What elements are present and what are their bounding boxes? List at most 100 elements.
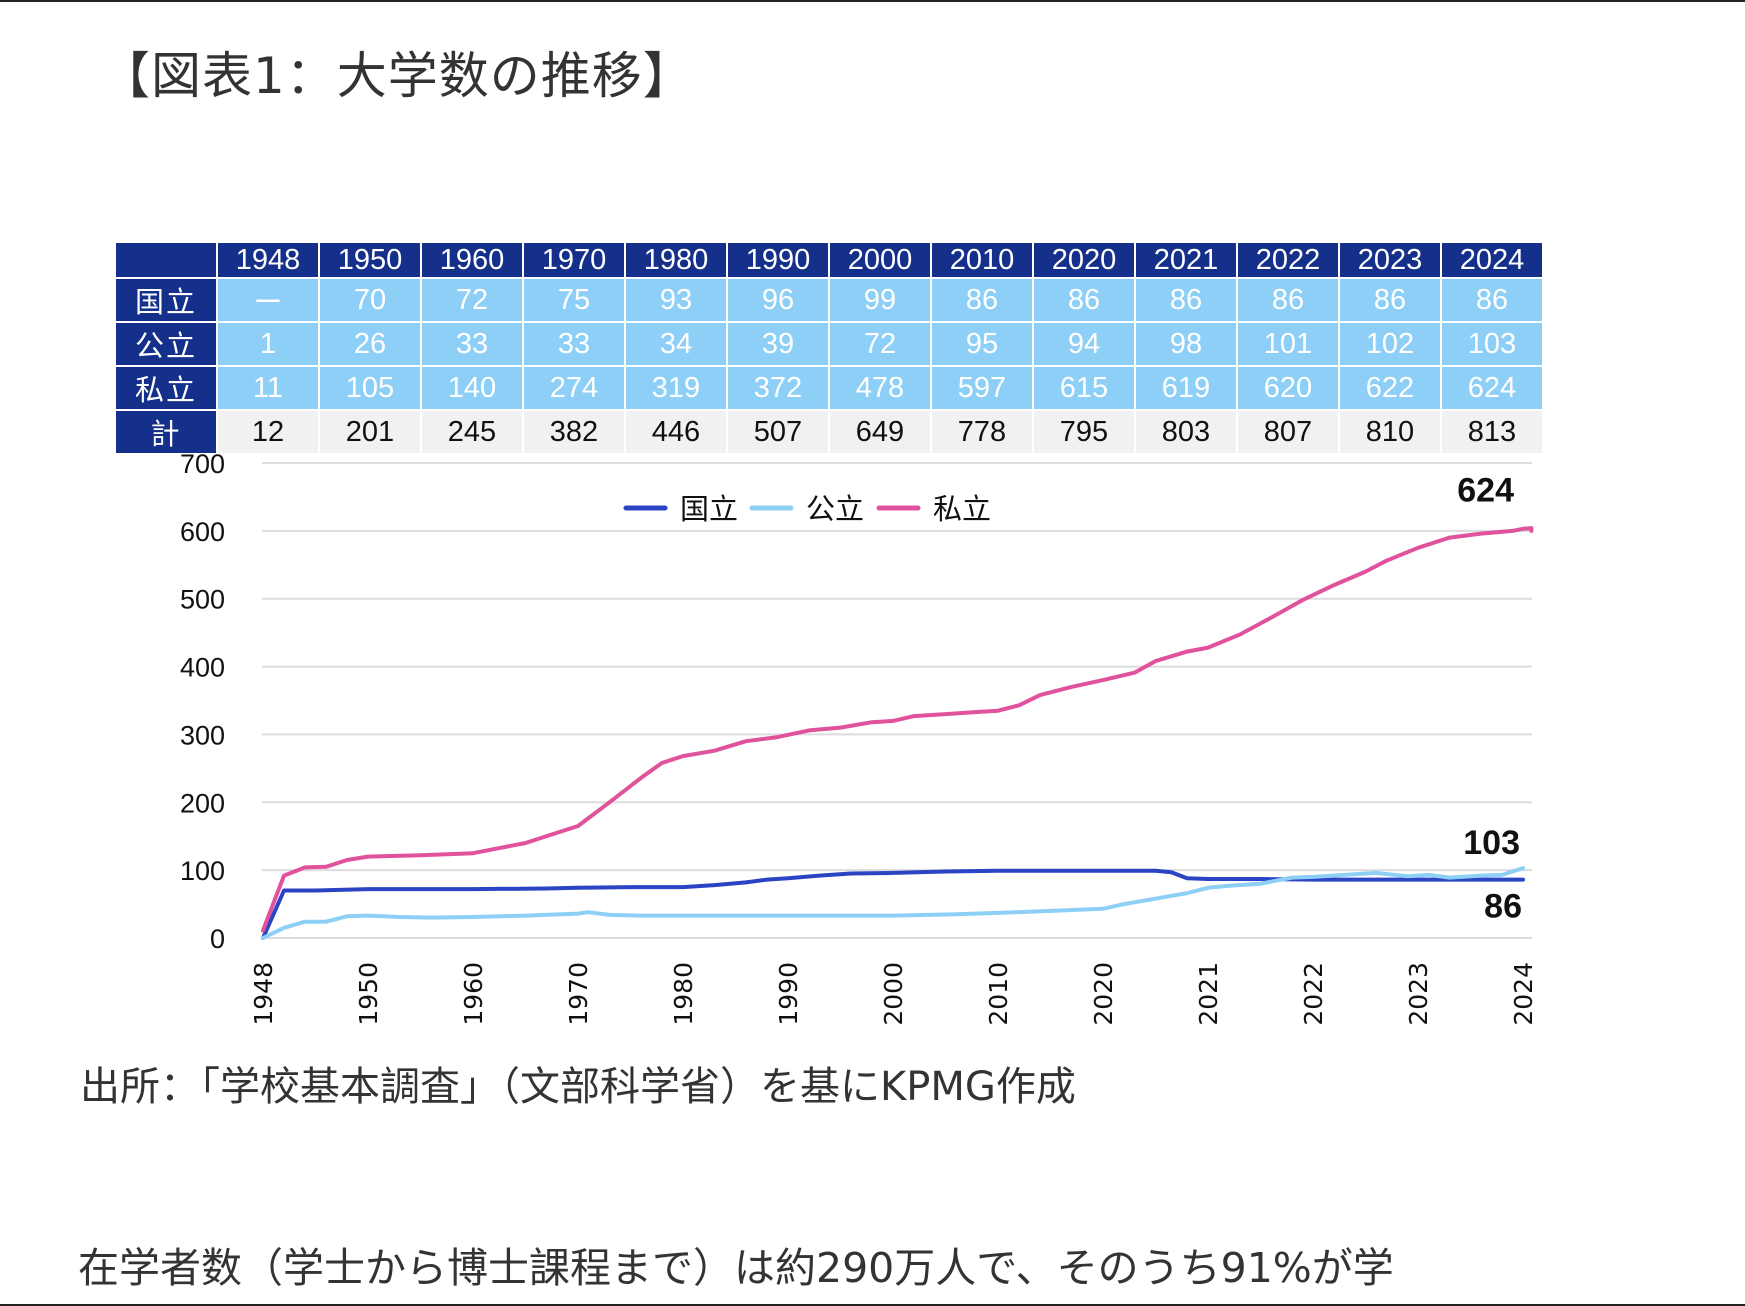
y-tick-label: 0	[210, 924, 225, 954]
table-cell: ー	[216, 277, 320, 323]
table-total-cell: 813	[1440, 409, 1544, 455]
bottom-border	[0, 1304, 1745, 1306]
table-year-header: 1980	[624, 241, 728, 279]
table-year-header: 2021	[1134, 241, 1238, 279]
table-total-cell: 446	[624, 409, 728, 455]
table-total-cell: 810	[1338, 409, 1442, 455]
legend-label: 公立	[806, 492, 864, 526]
x-tick-label: 2000	[879, 962, 908, 1026]
x-tick-label: 1948	[249, 962, 278, 1026]
x-tick-label: 1970	[564, 962, 593, 1026]
y-tick-label: 100	[180, 856, 225, 886]
y-tick-label: 600	[180, 517, 225, 547]
table-cell: 86	[930, 277, 1034, 323]
table-cell: 86	[1440, 277, 1544, 323]
x-tick-label: 1980	[669, 962, 698, 1026]
table-total-cell: 649	[828, 409, 932, 455]
table-year-header: 1960	[420, 241, 524, 279]
table-row-label: 国立	[114, 277, 218, 323]
table-cell: 86	[1236, 277, 1340, 323]
table-year-header: 2024	[1440, 241, 1544, 279]
table-cell: 105	[318, 365, 422, 411]
table-total-cell: 12	[216, 409, 320, 455]
table-row-label: 計	[114, 409, 218, 455]
table-cell: 319	[624, 365, 728, 411]
table-cell: 86	[1338, 277, 1442, 323]
table-row: 私立 11 105 140 274 319 372 478 597 615 619 620 622 624	[114, 365, 1544, 411]
table-cell: 478	[828, 365, 932, 411]
table-cell: 95	[930, 321, 1034, 367]
table-corner-cell	[114, 241, 218, 279]
table-cell: 34	[624, 321, 728, 367]
table-total-cell: 795	[1032, 409, 1136, 455]
table-year-header: 1948	[216, 241, 320, 279]
figure-title: 【図表1：大学数の推移】	[100, 47, 694, 105]
table-cell: 11	[216, 365, 320, 411]
series-line-0	[261, 868, 1525, 940]
table-cell: 98	[1134, 321, 1238, 367]
table-cell: 75	[522, 277, 626, 323]
line-chart: 0 100 200 300 400 500 600 700 1948 1950 1960 1970 19…	[180, 449, 1538, 1026]
x-tick-label: 2020	[1089, 962, 1118, 1026]
table-cell: 102	[1338, 321, 1442, 367]
legend-label: 国立	[680, 492, 738, 526]
table-total-row: 計 12 201 245 382 446 507 649 778 795 803 807 810 813	[114, 409, 1544, 455]
x-tick-label: 2010	[984, 962, 1013, 1026]
table-cell: 33	[522, 321, 626, 367]
x-tick-label: 2021	[1194, 962, 1223, 1026]
end-value-label: 86	[1484, 888, 1522, 926]
x-tick-label: 1990	[774, 962, 803, 1026]
table-cell: 96	[726, 277, 830, 323]
table-cell: 274	[522, 365, 626, 411]
table-cell: 72	[420, 277, 524, 323]
y-tick-label: 500	[180, 585, 225, 615]
data-table: 1948 1950 1960 1970 1980 1990 2000 2010 2020 2021…	[114, 241, 1544, 455]
table-total-cell: 778	[930, 409, 1034, 455]
table-cell: 33	[420, 321, 524, 367]
end-value-label: 103	[1463, 824, 1520, 862]
table-total-cell: 807	[1236, 409, 1340, 455]
table-year-header: 2000	[828, 241, 932, 279]
x-tick-label: 2023	[1404, 962, 1433, 1026]
table-cell: 101	[1236, 321, 1340, 367]
table-total-cell: 507	[726, 409, 830, 455]
series-line-2	[261, 526, 1534, 933]
table-year-header: 1950	[318, 241, 422, 279]
source-note: 出所：「学校基本調査」（文部科学省）を基にKPMG作成	[80, 1064, 1076, 1110]
table-year-header: 2022	[1236, 241, 1340, 279]
table-cell: 624	[1440, 365, 1544, 411]
table-cell: 597	[930, 365, 1034, 411]
table-header-row: 1948 1950 1960 1970 1980 1990 2000 2010 2020 2021…	[114, 241, 1544, 279]
table-row-label: 私立	[114, 365, 218, 411]
table-row: 国立ー 70 72 75 93 96 99 86 86 86 86 86 86	[114, 277, 1544, 323]
end-value-label: 624	[1457, 472, 1514, 510]
table-total-cell: 201	[318, 409, 422, 455]
table-cell: 39	[726, 321, 830, 367]
table-cell: 94	[1032, 321, 1136, 367]
table-row: 公立 1 26 33 33 34 39 72 95 94 98 101 102 103	[114, 321, 1544, 367]
x-tick-label: 1960	[459, 962, 488, 1026]
table-year-header: 2023	[1338, 241, 1442, 279]
table-cell: 140	[420, 365, 524, 411]
table-cell: 1	[216, 321, 320, 367]
table-total-cell: 803	[1134, 409, 1238, 455]
table-cell: 26	[318, 321, 422, 367]
table-year-header: 2020	[1032, 241, 1136, 279]
table-year-header: 2010	[930, 241, 1034, 279]
table-total-cell: 382	[522, 409, 626, 455]
table-cell: 70	[318, 277, 422, 323]
y-tick-label: 300	[180, 720, 225, 750]
x-tick-label: 2022	[1299, 962, 1328, 1026]
table-cell: 622	[1338, 365, 1442, 411]
table-total-cell: 245	[420, 409, 524, 455]
table-cell: 86	[1134, 277, 1238, 323]
y-tick-label: 700	[180, 449, 225, 479]
table-cell: 72	[828, 321, 932, 367]
x-tick-label: 2024	[1509, 962, 1538, 1026]
table-year-header: 1970	[522, 241, 626, 279]
table-cell: 93	[624, 277, 728, 323]
series-line-1	[261, 866, 1525, 940]
x-tick-label: 1950	[354, 962, 383, 1026]
table-cell: 99	[828, 277, 932, 323]
table-cell: 103	[1440, 321, 1544, 367]
